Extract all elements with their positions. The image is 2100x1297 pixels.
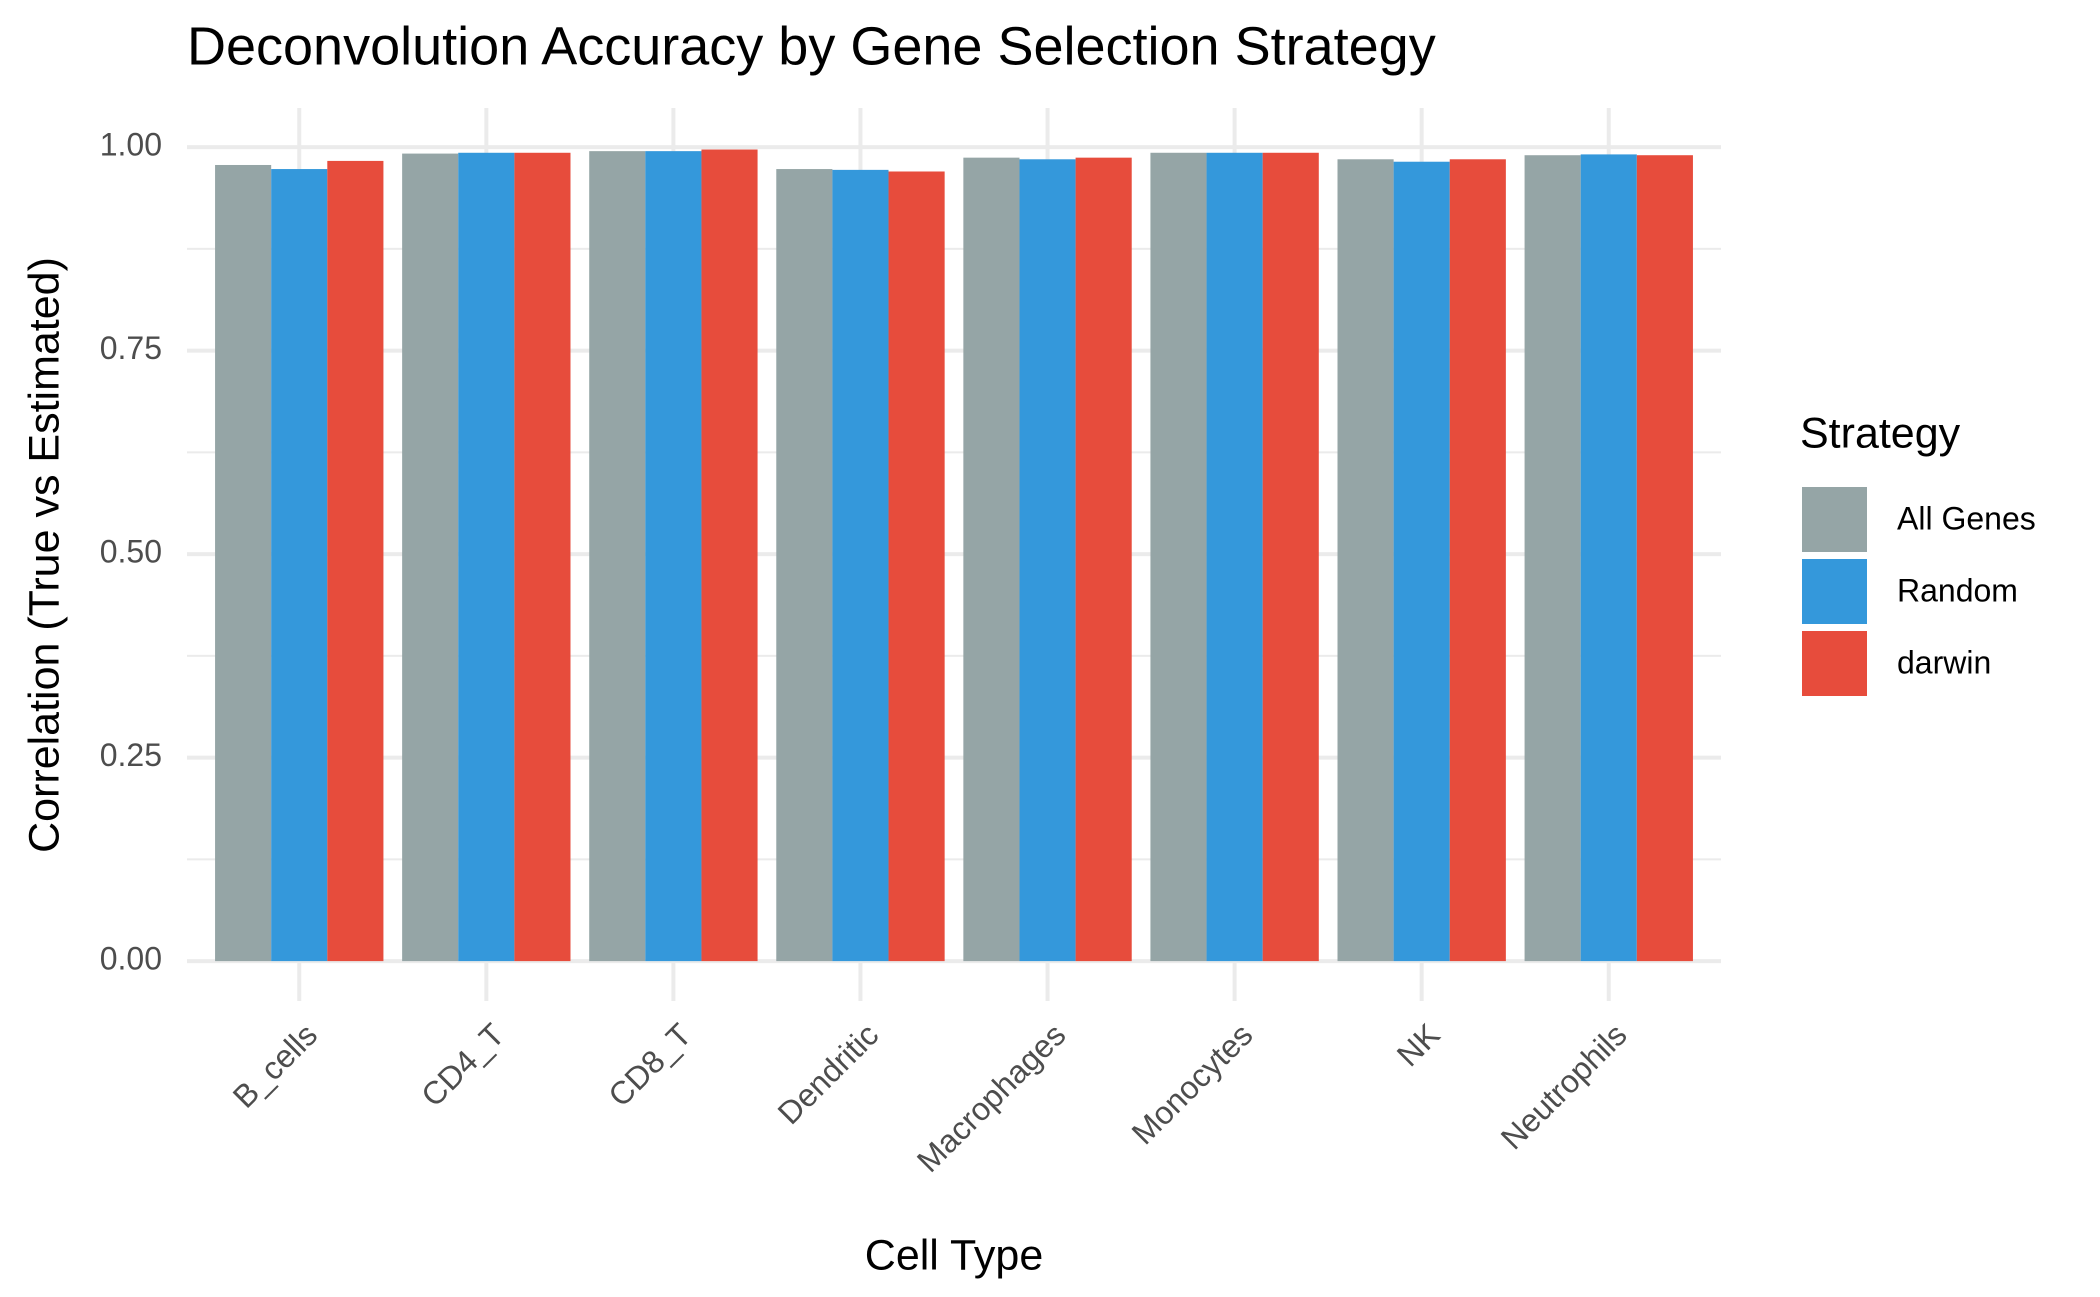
legend-swatch [1802, 487, 1867, 552]
x-axis-title: Cell Type [865, 1231, 1043, 1279]
y-tick-label: 0.75 [100, 330, 162, 366]
bar [1337, 159, 1394, 962]
y-tick-label: 0.25 [100, 737, 162, 773]
bar [888, 171, 945, 962]
bar [514, 152, 571, 962]
x-tick-label: CD4_T [414, 1016, 511, 1113]
bar [776, 169, 833, 962]
y-tick-label: 0.00 [100, 941, 162, 977]
bar [1262, 152, 1319, 962]
bar [1150, 152, 1207, 962]
bar [1393, 161, 1450, 962]
bar [589, 151, 646, 962]
bar [271, 169, 328, 962]
bar [1206, 152, 1263, 962]
bar [1580, 154, 1637, 962]
x-tick-label: B_cells [226, 1016, 324, 1114]
bar [327, 160, 384, 962]
chart-title: Deconvolution Accuracy by Gene Selection… [187, 16, 1436, 76]
y-tick-label: 1.00 [100, 127, 162, 163]
x-tick-label: Dendritic [771, 1016, 886, 1131]
bar [645, 151, 702, 962]
y-tick-label: 0.50 [100, 534, 162, 570]
legend-label: All Genes [1897, 500, 2036, 536]
legend-title: Strategy [1800, 409, 1961, 457]
bar [1075, 157, 1132, 962]
x-tick-label: NK [1390, 1016, 1447, 1073]
legend-label: darwin [1897, 644, 1991, 680]
bar [963, 157, 1020, 962]
bar [832, 169, 889, 962]
legend-label: Random [1897, 572, 2018, 608]
y-axis-title: Correlation (True vs Estimated) [20, 257, 68, 853]
x-tick-label: CD8_T [601, 1016, 698, 1113]
bar [1449, 159, 1506, 962]
x-tick-label: Neutrophils [1494, 1016, 1634, 1156]
bar [215, 164, 272, 962]
bar [458, 152, 515, 962]
bar [402, 153, 459, 962]
x-tick-label: Monocytes [1125, 1016, 1260, 1151]
x-tick-label: Macrophages [910, 1016, 1073, 1179]
legend-swatch [1802, 559, 1867, 624]
bar [701, 149, 758, 962]
bar [1524, 155, 1581, 962]
legend-swatch [1802, 631, 1867, 696]
bar [1019, 159, 1076, 962]
bar [1636, 155, 1693, 962]
